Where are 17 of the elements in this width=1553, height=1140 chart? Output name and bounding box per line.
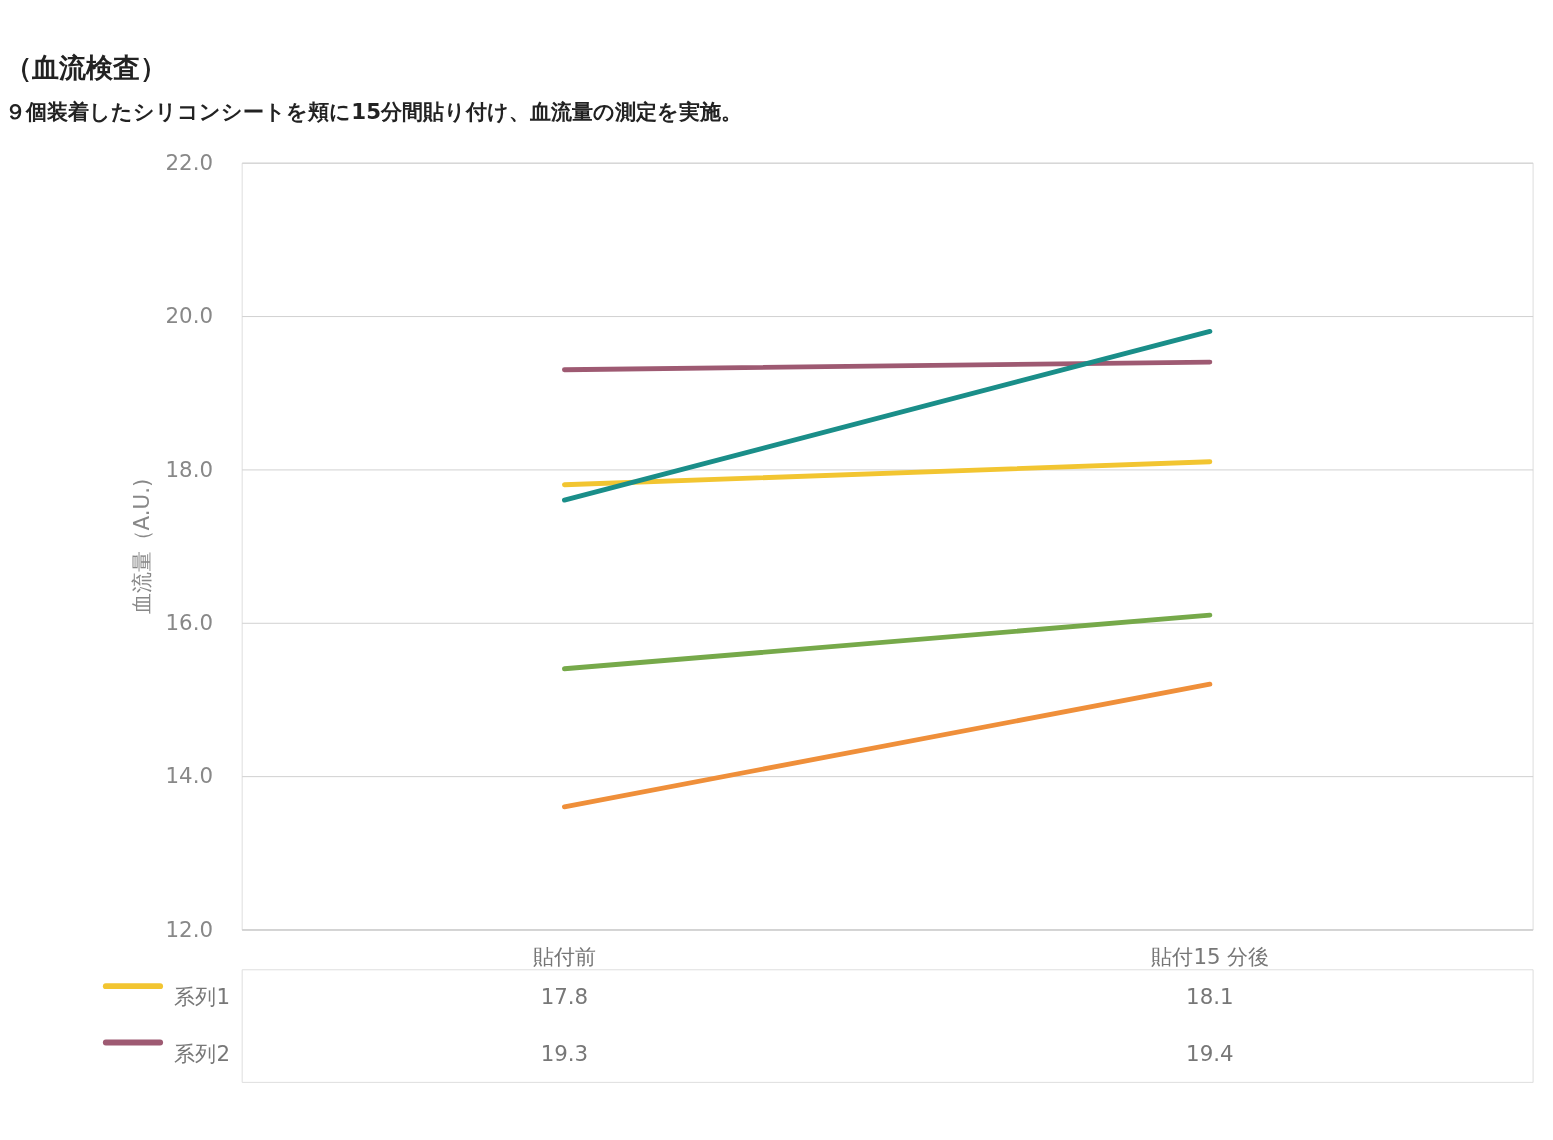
data-label: 19.3	[540, 1040, 589, 1066]
data-label: 19.4	[1186, 1040, 1234, 1066]
chart-subtitle: ９個装着したシリコンシートを頬に15分間貼り付け、血流量の測定を実施。	[5, 98, 743, 124]
y-tick-label: 14.0	[165, 763, 214, 789]
y-tick-label: 16.0	[165, 610, 214, 636]
y-tick-label: 12.0	[165, 916, 214, 942]
legend-label: 系列1	[174, 984, 231, 1010]
chart-title: （血流検査）	[5, 51, 168, 83]
y-tick-label: 22.0	[165, 149, 214, 175]
data-label: 17.8	[540, 984, 589, 1010]
y-tick-label: 20.0	[165, 303, 214, 329]
data-label: 18.1	[1186, 984, 1234, 1010]
legend-label: 系列2	[174, 1040, 231, 1066]
x-tick-label: 貼付15 分後	[1151, 943, 1270, 969]
x-tick-label: 貼付前	[533, 943, 597, 969]
y-axis-title: 血流量（A.U.)	[129, 478, 155, 615]
y-tick-label: 18.0	[165, 456, 214, 482]
